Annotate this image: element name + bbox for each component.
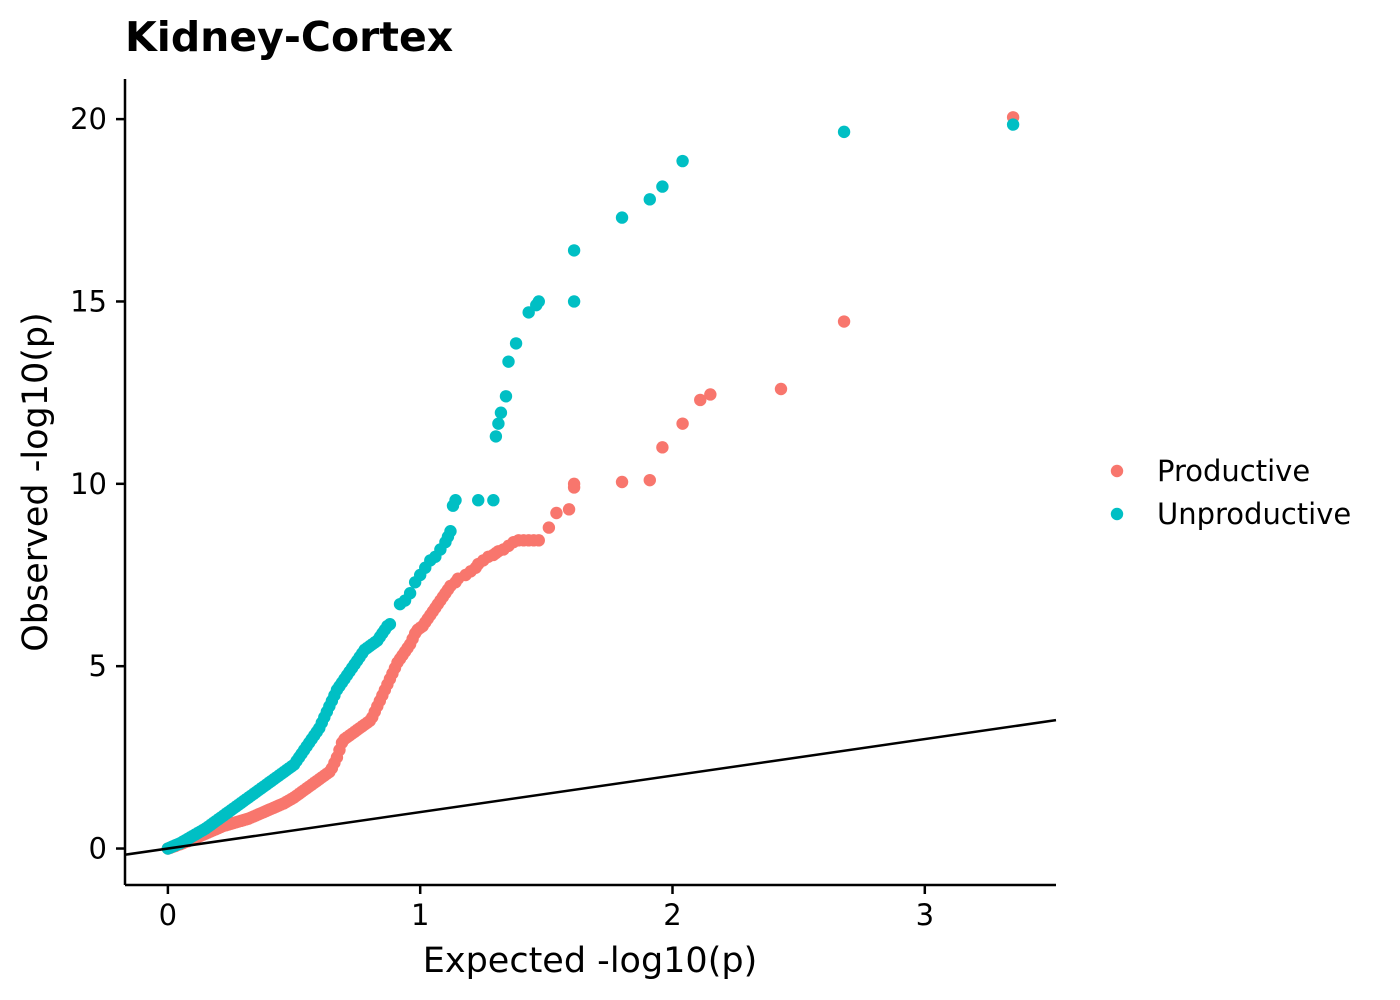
y-ticks: 0 5 10 15 20 (70, 102, 125, 866)
x-tick-label: 3 (916, 898, 934, 932)
x-tick-label: 1 (411, 898, 429, 932)
data-point (492, 417, 505, 430)
data-point (383, 618, 397, 631)
legend-key (1110, 507, 1124, 521)
data-point (403, 587, 417, 600)
data-point (550, 506, 563, 520)
y-tick-label: 10 (70, 467, 107, 501)
data-point (499, 390, 513, 403)
legend-key (1110, 464, 1124, 478)
data-point (502, 355, 515, 368)
data-point (542, 521, 556, 534)
data-point (837, 315, 851, 328)
y-tick-label: 0 (89, 832, 107, 866)
x-tick-label: 0 (159, 898, 177, 932)
data-point (615, 475, 629, 489)
legend-label: Unproductive (1157, 497, 1351, 531)
data-point (567, 295, 581, 308)
data-point (676, 154, 689, 168)
data-point (643, 193, 656, 206)
legend: Productive Unproductive (1110, 454, 1351, 531)
data-point (1006, 118, 1020, 131)
reference-line (124, 718, 1057, 856)
legend-label: Productive (1157, 454, 1310, 488)
data-point (704, 388, 717, 401)
data-point (774, 382, 788, 396)
y-tick-label: 5 (89, 649, 107, 683)
data-point (656, 180, 669, 193)
y-tick-label: 15 (70, 284, 107, 318)
data-point (487, 494, 500, 507)
x-tick-label: 2 (663, 898, 681, 932)
data-point (472, 494, 485, 507)
data-point (567, 244, 581, 257)
data-point (562, 503, 576, 516)
data-point (656, 441, 669, 454)
data-point (676, 417, 689, 430)
data-point (532, 295, 545, 308)
data-point (494, 406, 508, 419)
data-point (449, 494, 462, 507)
x-ticks: 0 1 2 3 (159, 885, 934, 932)
x-axis-title: Expected -log10(p) (423, 941, 757, 981)
data-point (567, 477, 581, 491)
y-axis-title: Observed -log10(p) (16, 312, 56, 652)
data-point (694, 393, 707, 407)
data-point (615, 211, 629, 224)
data-point (444, 525, 457, 538)
data-point (509, 337, 523, 350)
y-tick-label: 20 (70, 102, 107, 136)
data-point (532, 534, 545, 547)
data-point (489, 430, 503, 443)
data-point (837, 125, 851, 139)
data-point (643, 473, 656, 487)
chart-title: Kidney-Cortex (125, 13, 453, 61)
